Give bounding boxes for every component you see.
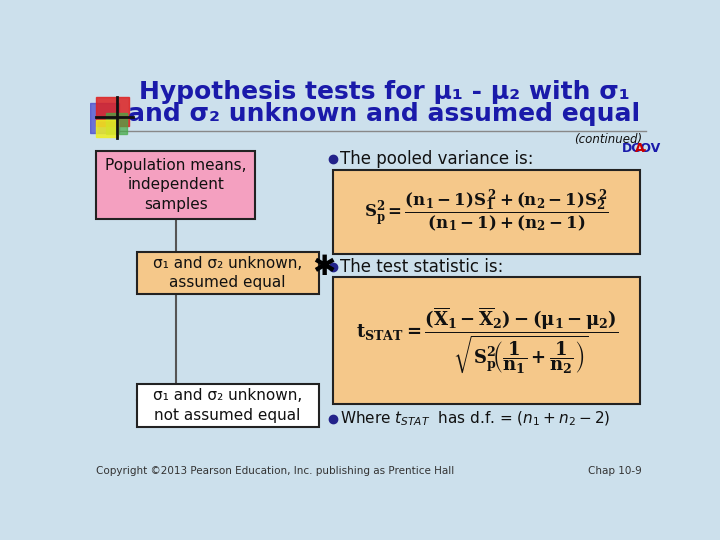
Text: Population means,
independent
samples: Population means, independent samples <box>105 158 246 212</box>
Bar <box>106 112 127 134</box>
Text: σ₁ and σ₂ unknown,
not assumed equal: σ₁ and σ₂ unknown, not assumed equal <box>153 388 302 423</box>
Bar <box>96 97 129 126</box>
Text: σ₁ and σ₂ unknown,
assumed equal: σ₁ and σ₂ unknown, assumed equal <box>153 255 302 291</box>
FancyBboxPatch shape <box>137 252 319 294</box>
Text: Copyright ©2013 Pearson Education, Inc. publishing as Prentice Hall: Copyright ©2013 Pearson Education, Inc. … <box>96 466 454 476</box>
Text: (continued): (continued) <box>574 132 642 146</box>
Bar <box>90 103 120 132</box>
FancyBboxPatch shape <box>137 384 319 427</box>
Text: ✱: ✱ <box>312 253 336 281</box>
Text: $\mathbf{S_p^2 = \dfrac{(n_1-1)S_1^{\,2} + (n_2-1)S_2^{\,2}}{(n_1-1)+(n_2-1)}}$: $\mathbf{S_p^2 = \dfrac{(n_1-1)S_1^{\,2}… <box>364 188 609 235</box>
Text: Hypothesis tests for μ₁ - μ₂ with σ₁: Hypothesis tests for μ₁ - μ₂ with σ₁ <box>139 80 630 104</box>
FancyBboxPatch shape <box>333 278 640 404</box>
Text: $\mathbf{t_{STAT} = \dfrac{(\overline{X}_1 - \overline{X}_2) - (\mu_1 - \mu_2)}{: $\mathbf{t_{STAT} = \dfrac{(\overline{X}… <box>356 306 618 376</box>
Text: Chap 10-9: Chap 10-9 <box>588 466 642 476</box>
Bar <box>96 120 118 137</box>
Text: DCOV: DCOV <box>621 142 661 155</box>
Text: The pooled variance is:: The pooled variance is: <box>341 150 534 168</box>
FancyBboxPatch shape <box>333 170 640 254</box>
Text: Where $t_{STAT}$  has d.f. = $(n_1 + n_2 - 2)$: Where $t_{STAT}$ has d.f. = $(n_1 + n_2 … <box>341 410 611 428</box>
Text: A: A <box>634 142 644 155</box>
Text: The test statistic is:: The test statistic is: <box>341 258 504 275</box>
FancyBboxPatch shape <box>96 151 255 219</box>
Text: and σ₂ unknown and assumed equal: and σ₂ unknown and assumed equal <box>128 102 641 126</box>
